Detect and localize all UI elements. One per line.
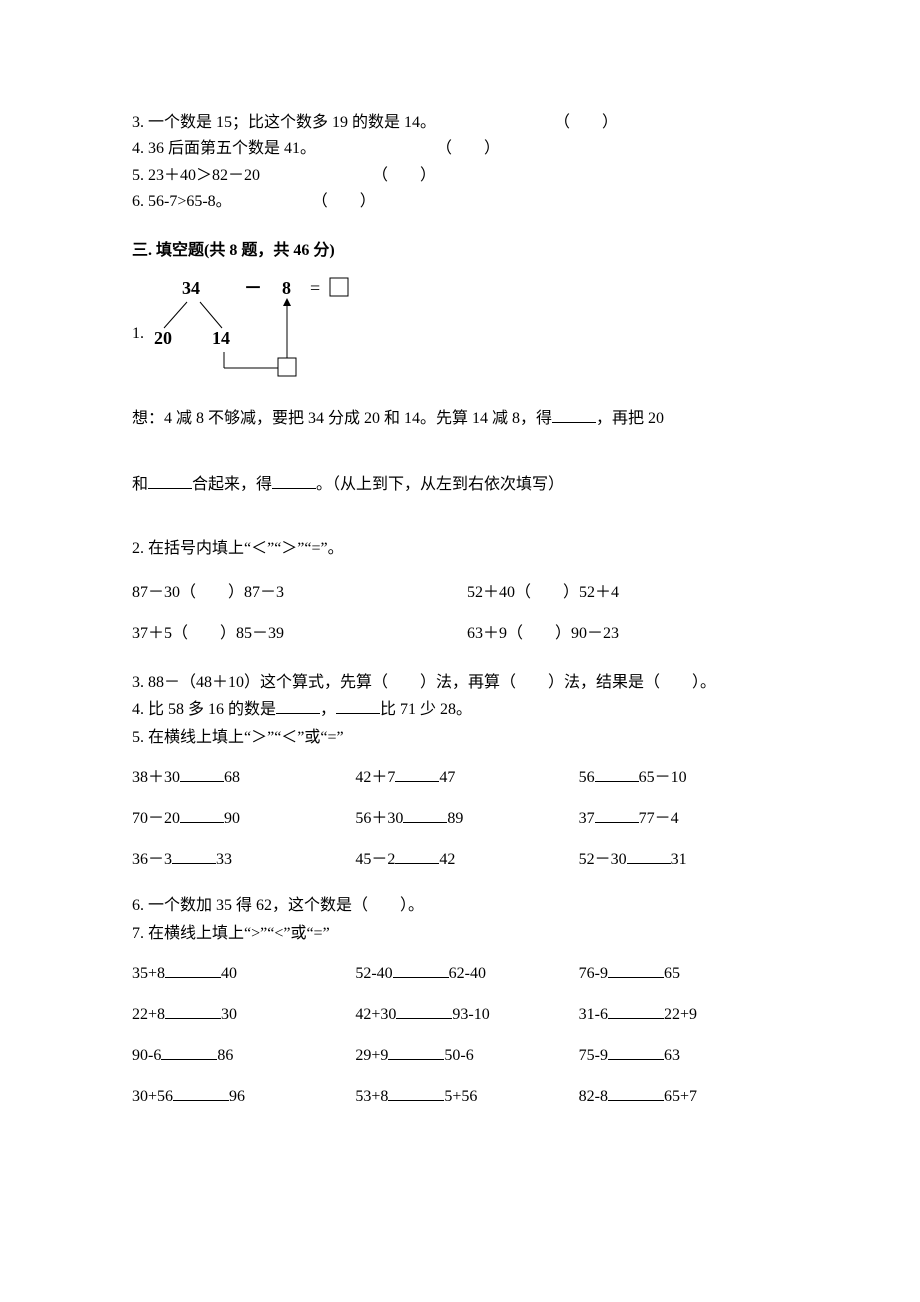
tf-q5-paren: （ ） (372, 167, 436, 184)
q5-row-1: 70－2090 56＋3089 3777－4 (132, 801, 802, 836)
true-false-block: 3. 一个数是 15；比这个数多 19 的数是 14。 （ ） 4. 36 后面… (132, 110, 802, 216)
q1b: ，再把 20 (596, 410, 664, 427)
q7-0c: 76-965 (579, 956, 802, 991)
q2-0b: 52＋40（ ）52＋4 (467, 575, 802, 610)
tf-q4-text: 4. 36 后面第五个数是 41。 (132, 140, 316, 157)
q7-title: 7. 在横线上填上“>”“<”或“=” (132, 920, 802, 948)
q7-row-1: 22+830 42+3093-10 31-622+9 (132, 997, 802, 1032)
q4-blank-1 (276, 699, 320, 714)
worksheet-page: 3. 一个数是 15；比这个数多 19 的数是 14。 （ ） 4. 36 后面… (0, 0, 920, 1302)
q7-0b: 52-4062-40 (355, 956, 578, 991)
tf-q6-paren: （ ） (312, 193, 376, 210)
tf-q3-paren: （ ） (554, 114, 618, 131)
d-minus: － (244, 278, 262, 298)
q7-row-2: 90-686 29+950-6 75-963 (132, 1038, 802, 1073)
q2-row-0: 87－30（ ）87－3 52＋40（ ）52＋4 (132, 575, 802, 610)
q5-0b: 42＋747 (355, 760, 578, 795)
q5-1b: 56＋3089 (355, 801, 578, 836)
q7-row-3: 30+5696 53+85+56 82-865+7 (132, 1079, 802, 1114)
q7-3b: 53+85+56 (355, 1079, 578, 1114)
q7-grid: 35+840 52-4062-40 76-965 22+830 42+3093-… (132, 956, 802, 1115)
q5-row-2: 36－333 45－242 52－3031 (132, 842, 802, 877)
q2-row-1: 37＋5（ ）85－39 63＋9（ ）90－23 (132, 616, 802, 651)
tf-q3-text: 3. 一个数是 15；比这个数多 19 的数是 14。 (132, 114, 436, 131)
d-34: 34 (182, 278, 200, 298)
tf-q3: 3. 一个数是 15；比这个数多 19 的数是 14。 （ ） (132, 110, 802, 136)
tf-q4: 4. 36 后面第五个数是 41。 （ ） (132, 136, 802, 162)
q5-row-0: 38＋3068 42＋747 5665－10 (132, 760, 802, 795)
q1a: 想：4 减 8 不够减，要把 34 分成 20 和 14。先算 14 减 8，得 (132, 410, 552, 427)
q5-1c: 3777－4 (579, 801, 802, 836)
d-8: 8 (282, 278, 291, 298)
d-20: 20 (154, 328, 172, 348)
q6-text: 6. 一个数加 35 得 62，这个数是（ ）。 (132, 892, 802, 920)
q1-blank-2 (148, 474, 192, 489)
q4c: 比 71 少 28。 (380, 701, 472, 718)
q1-diagram: 1. 34 20 14 － 8 = (132, 272, 802, 387)
q1-blank-1 (552, 407, 596, 422)
q1-para-2: 和 合起来，得 。（从上到下，从左到右依次填写） (132, 467, 802, 504)
q5-2c: 52－3031 (579, 842, 802, 877)
q4a: 4. 比 58 多 16 的数是 (132, 701, 276, 718)
section-3-title: 三. 填空题(共 8 题，共 46 分) (132, 236, 802, 260)
q1c: 和 (132, 476, 148, 493)
q5-1a: 70－2090 (132, 801, 355, 836)
q7-1b: 42+3093-10 (355, 997, 578, 1032)
q7-3a: 30+5696 (132, 1079, 355, 1114)
q7-0a: 35+840 (132, 956, 355, 991)
q1-prefix: 1. (132, 325, 144, 342)
q4-line: 4. 比 58 多 16 的数是 ， 比 71 少 28。 (132, 696, 802, 724)
q4-blank-2 (336, 699, 380, 714)
q7-2c: 75-963 (579, 1038, 802, 1073)
q5-grid: 38＋3068 42＋747 5665－10 70－2090 56＋3089 3… (132, 760, 802, 878)
d-box-bottom (278, 358, 296, 376)
q1-para-1: 想：4 减 8 不够减，要把 34 分成 20 和 14。先算 14 减 8，得… (132, 401, 802, 438)
q1e: 。（从上到下，从左到右依次填写） (316, 476, 564, 493)
q7-row-0: 35+840 52-4062-40 76-965 (132, 956, 802, 991)
q5-2b: 45－242 (355, 842, 578, 877)
q7-1c: 31-622+9 (579, 997, 802, 1032)
q7-3c: 82-865+7 (579, 1079, 802, 1114)
tf-q6-text: 6. 56-7>65-8。 (132, 193, 232, 210)
d-14: 14 (212, 328, 230, 348)
d-box-top (330, 278, 348, 296)
q2-1a: 37＋5（ ）85－39 (132, 616, 467, 651)
q4b: ， (320, 701, 336, 718)
d-eq: = (310, 278, 320, 298)
q2-title: 2. 在括号内填上“＜”“＞”“=”。 (132, 530, 802, 568)
q5-0a: 38＋3068 (132, 760, 355, 795)
q1d: 合起来，得 (192, 476, 272, 493)
q7-1a: 22+830 (132, 997, 355, 1032)
tf-q4-paren: （ ） (436, 140, 500, 157)
q5-0c: 5665－10 (579, 760, 802, 795)
q7-2a: 90-686 (132, 1038, 355, 1073)
q2-0a: 87－30（ ）87－3 (132, 575, 467, 610)
tf-q5: 5. 23＋40＞82－20 （ ） (132, 163, 802, 189)
q7-2b: 29+950-6 (355, 1038, 578, 1073)
q5-title: 5. 在横线上填上“＞”“＜”或“=” (132, 724, 802, 752)
q5-2a: 36－333 (132, 842, 355, 877)
q1-blank-3 (272, 474, 316, 489)
q2-block: 2. 在括号内填上“＜”“＞”“=”。 87－30（ ）87－3 52＋40（ … (132, 530, 802, 651)
tf-q5-text: 5. 23＋40＞82－20 (132, 167, 260, 184)
q2-1b: 63＋9（ ）90－23 (467, 616, 802, 651)
q3-text: 3. 88－（48＋10）这个算式，先算（ ）法，再算（ ）法，结果是（ ）。 (132, 669, 802, 696)
tf-q6: 6. 56-7>65-8。 （ ） (132, 189, 802, 215)
